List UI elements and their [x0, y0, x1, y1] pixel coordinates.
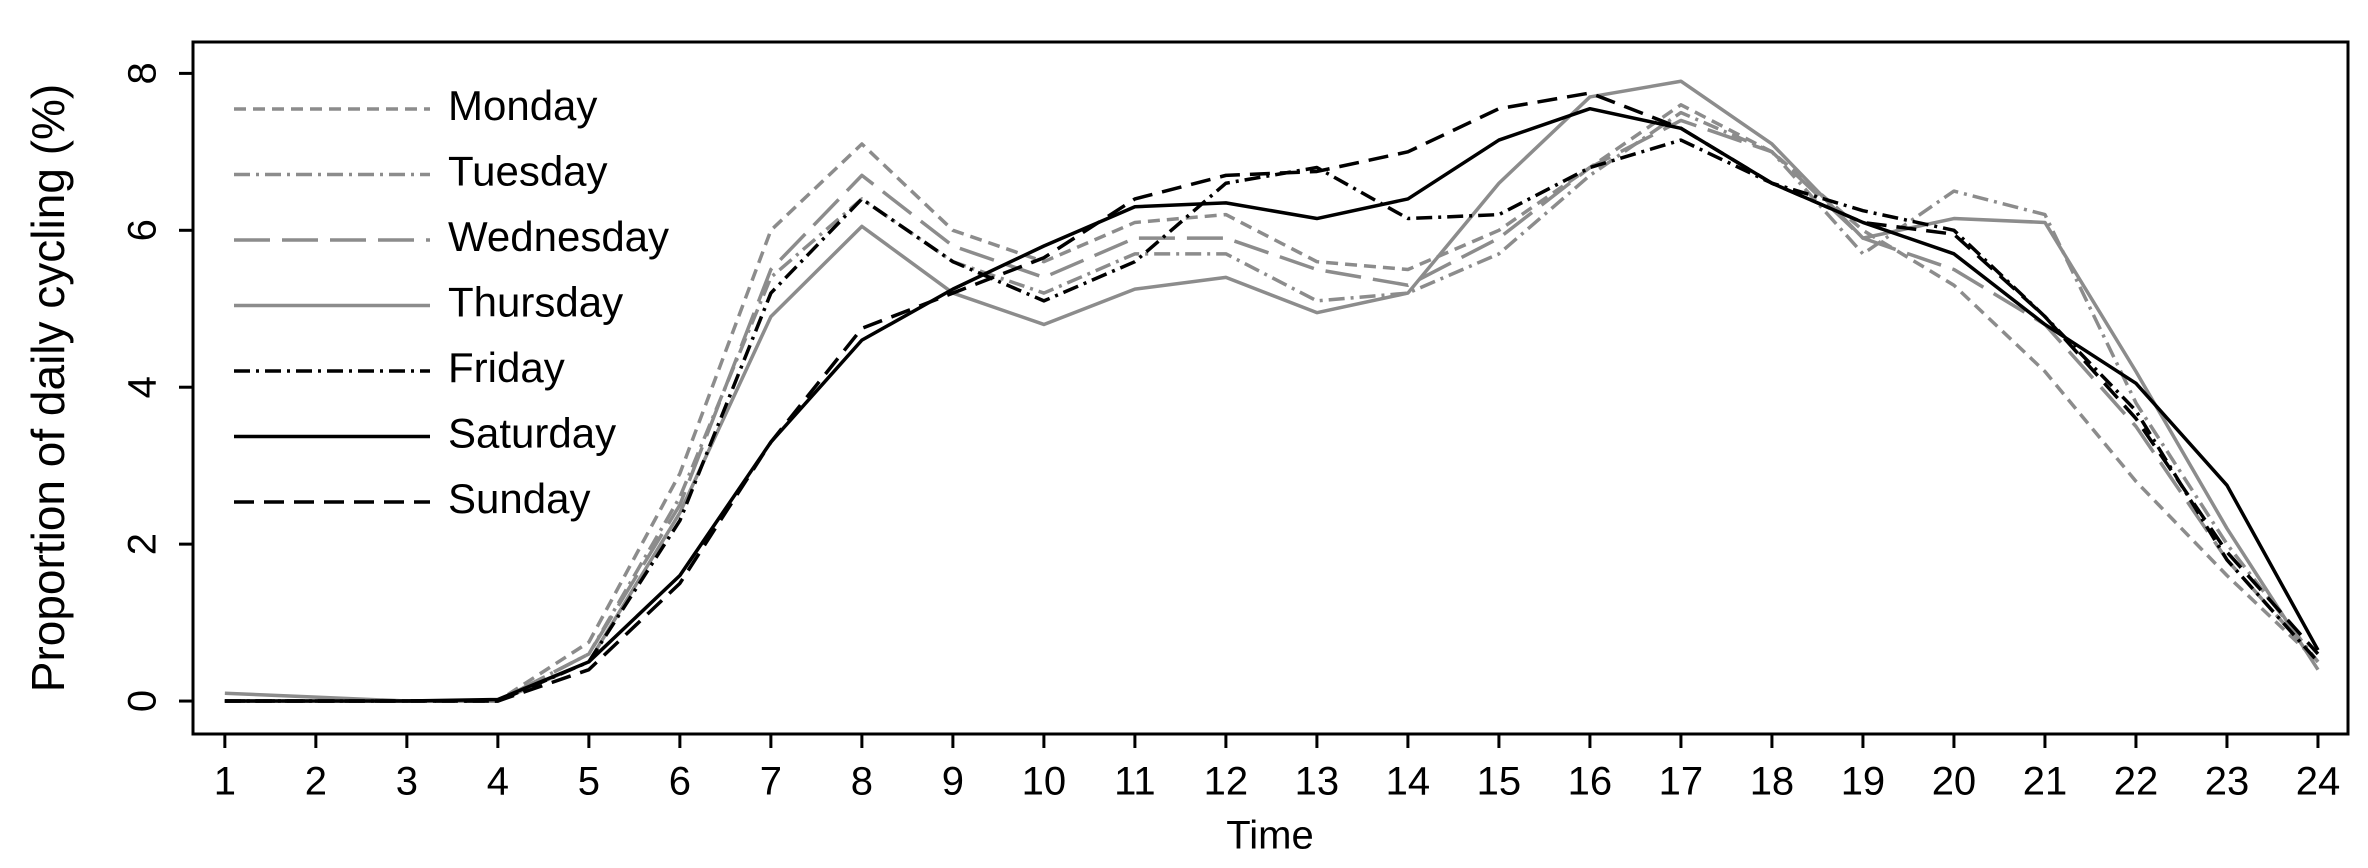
- y-axis-label: Proportion of daily cycling (%): [22, 84, 74, 692]
- legend-label: Tuesday: [448, 148, 608, 195]
- x-tick-label: 5: [578, 760, 600, 804]
- x-tick-label: 19: [1841, 760, 1886, 804]
- y-tick-label: 0: [121, 690, 165, 712]
- x-tick-label: 13: [1295, 760, 1340, 804]
- legend-label: Saturday: [448, 410, 616, 457]
- x-tick-label: 14: [1386, 760, 1431, 804]
- legend-label: Wednesday: [448, 213, 669, 260]
- x-tick-label: 8: [851, 760, 873, 804]
- y-tick-label: 4: [121, 376, 165, 398]
- x-tick-label: 12: [1204, 760, 1249, 804]
- x-tick-label: 3: [396, 760, 418, 804]
- x-tick-label: 16: [1568, 760, 1613, 804]
- x-tick-label: 24: [2296, 760, 2341, 804]
- x-tick-label: 1: [214, 760, 236, 804]
- x-tick-label: 20: [1932, 760, 1977, 804]
- x-tick-label: 18: [1750, 760, 1795, 804]
- data-line: [224, 118, 2320, 703]
- y-tick-label: 8: [121, 62, 165, 84]
- x-tick-label: 21: [2023, 760, 2068, 804]
- y-tick-label: 2: [121, 533, 165, 555]
- data-line: [224, 103, 2320, 703]
- x-tick-label: 10: [1022, 760, 1067, 804]
- data-line: [224, 106, 2320, 703]
- x-axis-label: Time: [1226, 814, 1313, 858]
- x-tick-label: 7: [760, 760, 782, 804]
- x-tick-label: 22: [2114, 760, 2159, 804]
- x-tick-label: 17: [1659, 760, 1704, 804]
- data-line: [224, 110, 2320, 703]
- x-tick-label: 4: [487, 760, 509, 804]
- y-tick-label: 6: [121, 219, 165, 241]
- x-tick-label: 2: [305, 760, 327, 804]
- x-tick-label: 23: [2205, 760, 2250, 804]
- x-tick-label: 11: [1114, 760, 1156, 804]
- legend-label: Sunday: [448, 475, 590, 522]
- x-tick-label: 15: [1477, 760, 1522, 804]
- legend-label: Friday: [448, 344, 565, 391]
- legend-label: Monday: [448, 82, 597, 129]
- x-tick-label: 9: [942, 760, 964, 804]
- x-tick-label: 6: [669, 760, 691, 804]
- legend-label: Thursday: [448, 279, 623, 326]
- data-line: [224, 91, 2320, 703]
